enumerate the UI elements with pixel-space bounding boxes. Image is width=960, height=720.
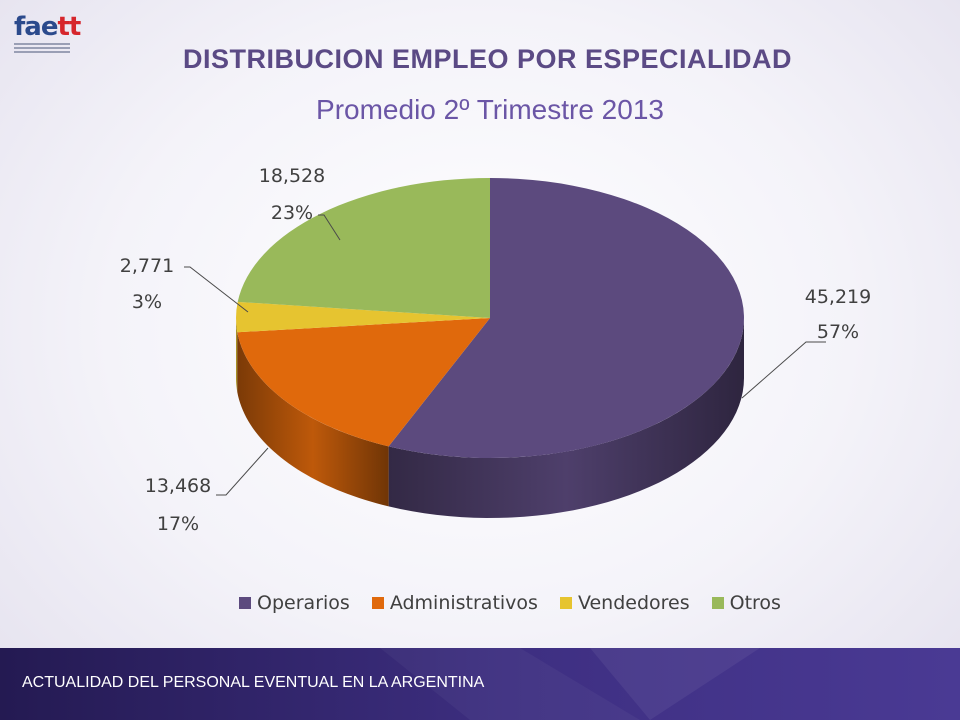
leader-line-operarios [741,341,826,399]
leader-line-otros [318,214,341,241]
chart-subtitle: Promedio 2º Trimestre 2013 [316,94,664,125]
pie-side-administrativos [237,332,389,507]
faett-logo: faett [14,14,94,60]
legend-swatch [559,597,572,609]
pie-slice-operarios [388,178,744,458]
leader-line-vendedores [184,266,249,313]
legend-item-operarios: Operarios [239,592,350,614]
pie-slice-administrativos [237,318,490,447]
data-label-value-vendedores: 2,771 [120,255,174,277]
logo-word: faett [14,12,81,42]
legend-item-vendedores: Vendedores [559,592,690,614]
chart-title: DISTRIBUCION EMPLEO POR ESPECIALIDAD [182,44,793,74]
logo-tagline-lines [14,43,94,53]
legend-swatch [371,597,384,609]
data-label-percent-otros: 23% [271,202,313,224]
legend-swatch [239,597,252,609]
data-label-percent-operarios: 57% [817,321,859,343]
chart-legend: Operarios Administrativos Vendedores Otros [0,592,960,614]
data-label-value-administrativos: 13,468 [145,475,211,497]
legend-label: Operarios [257,592,350,614]
data-label-percent-administrativos: 17% [157,513,199,535]
pie-side-walls [236,318,744,518]
legend-item-otros: Otros [711,592,781,614]
leader-line-administrativos [216,447,269,496]
pie-slice-vendedores [236,301,490,333]
pie-slice-otros [237,178,490,318]
footer-bar: ACTUALIDAD DEL PERSONAL EVENTUAL EN LA A… [0,648,960,720]
legend-label: Administrativos [389,592,538,614]
pie-side-operarios [388,318,744,518]
data-label-value-operarios: 45,219 [805,286,871,308]
legend-label: Vendedores [577,592,690,614]
data-label-value-otros: 18,528 [259,165,325,187]
data-label-percent-vendedores: 3% [132,291,162,313]
legend-swatch [711,597,724,609]
legend-item-administrativos: Administrativos [371,592,538,614]
pie-side-vendedores [236,318,238,393]
pie-data-labels: 45,219 57% 13,468 17% 2,771 3% 18,528 23% [120,165,871,535]
legend-label: Otros [729,592,781,614]
footer-decoration [380,648,760,720]
pie-top-faces [236,178,744,458]
footer-text: ACTUALIDAD DEL PERSONAL EVENTUAL EN LA A… [22,674,485,691]
